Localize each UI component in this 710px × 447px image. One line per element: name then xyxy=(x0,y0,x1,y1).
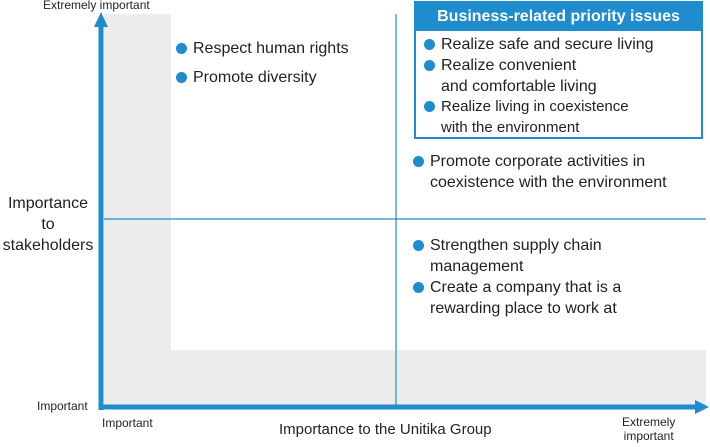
list-item: Strengthen supply chain management xyxy=(413,235,602,277)
list-item: Realize living in coexistence with the e… xyxy=(424,96,629,138)
bullet-icon xyxy=(413,156,424,167)
x-axis-right-label: Extremely important xyxy=(622,415,676,443)
y-axis-top-label: Extremely important xyxy=(43,0,150,12)
bullet-icon xyxy=(176,72,187,83)
y-axis-arrowhead-icon xyxy=(94,12,108,27)
priority-issues-box: Business-related priority issues xyxy=(414,1,703,139)
shaded-band-left xyxy=(104,14,171,407)
bullet-icon xyxy=(413,282,424,293)
x-axis-left-label: Important xyxy=(102,416,153,430)
list-item: Create a company that is a rewarding pla… xyxy=(413,277,621,319)
list-item: Realize convenient and comfortable livin… xyxy=(424,55,597,97)
bullet-icon xyxy=(424,39,435,50)
bullet-icon xyxy=(176,43,187,54)
list-item: Promote corporate activities in coexiste… xyxy=(413,151,667,193)
y-axis-bottom-label: Important xyxy=(37,399,88,413)
bullet-icon xyxy=(424,101,435,112)
bullet-icon xyxy=(413,240,424,251)
shaded-band-bottom xyxy=(104,350,706,407)
x-axis-arrowhead-icon xyxy=(695,400,709,414)
list-item: Promote diversity xyxy=(176,67,317,88)
x-axis-title: Importance to the Unitika Group xyxy=(279,421,492,438)
y-axis-title: Importance to stakeholders xyxy=(2,195,94,254)
list-item: Respect human rights xyxy=(176,38,349,59)
priority-issues-title: Business-related priority issues xyxy=(416,3,701,31)
bullet-icon xyxy=(424,60,435,71)
list-item: Realize safe and secure living xyxy=(424,34,654,55)
